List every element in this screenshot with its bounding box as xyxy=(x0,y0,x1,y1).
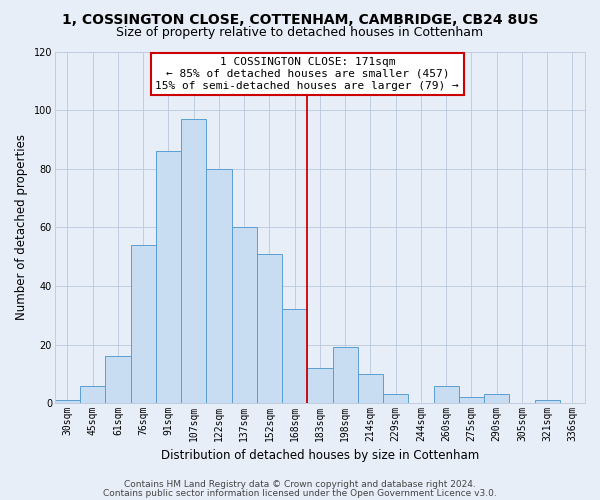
Text: 1 COSSINGTON CLOSE: 171sqm
← 85% of detached houses are smaller (457)
15% of sem: 1 COSSINGTON CLOSE: 171sqm ← 85% of deta… xyxy=(155,58,459,90)
Bar xyxy=(535,400,560,403)
Bar xyxy=(459,398,484,403)
X-axis label: Distribution of detached houses by size in Cottenham: Distribution of detached houses by size … xyxy=(161,450,479,462)
Bar xyxy=(383,394,408,403)
Bar xyxy=(257,254,282,403)
Text: 1, COSSINGTON CLOSE, COTTENHAM, CAMBRIDGE, CB24 8US: 1, COSSINGTON CLOSE, COTTENHAM, CAMBRIDG… xyxy=(62,12,538,26)
Bar xyxy=(282,310,307,403)
Text: Contains HM Land Registry data © Crown copyright and database right 2024.: Contains HM Land Registry data © Crown c… xyxy=(124,480,476,489)
Bar xyxy=(434,386,459,403)
Bar xyxy=(131,245,156,403)
Bar xyxy=(206,168,232,403)
Bar xyxy=(484,394,509,403)
Bar xyxy=(307,368,332,403)
Bar xyxy=(156,151,181,403)
Bar xyxy=(106,356,131,403)
Bar xyxy=(232,228,257,403)
Text: Contains public sector information licensed under the Open Government Licence v3: Contains public sector information licen… xyxy=(103,488,497,498)
Bar xyxy=(181,119,206,403)
Bar xyxy=(332,348,358,403)
Bar xyxy=(358,374,383,403)
Bar xyxy=(55,400,80,403)
Text: Size of property relative to detached houses in Cottenham: Size of property relative to detached ho… xyxy=(116,26,484,39)
Y-axis label: Number of detached properties: Number of detached properties xyxy=(15,134,28,320)
Bar xyxy=(80,386,106,403)
